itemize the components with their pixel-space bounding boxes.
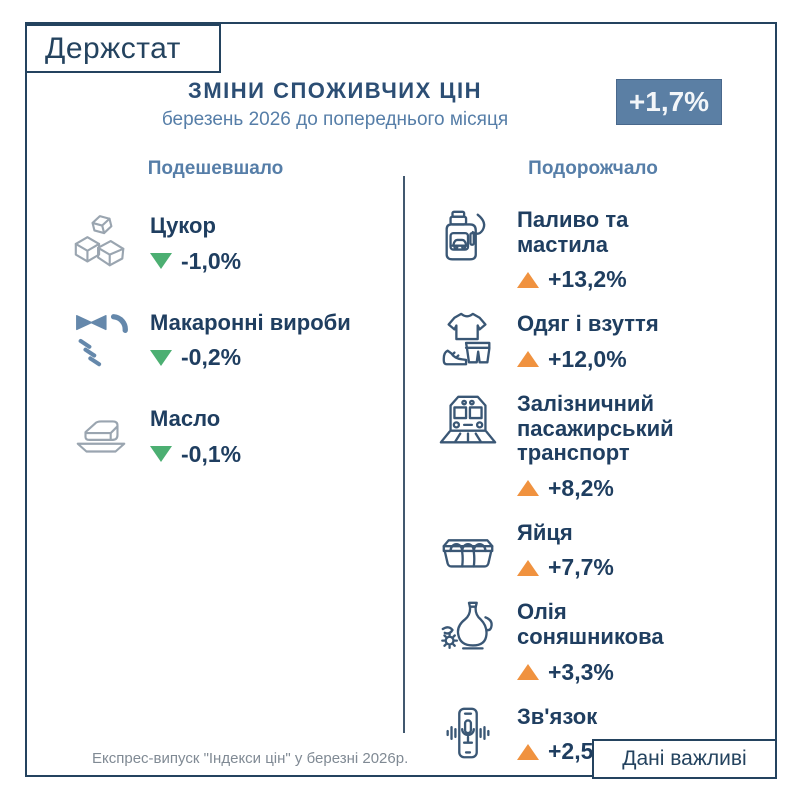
header: ЗМІНИ СПОЖИВЧИХ ЦІН березень 2026 до поп… xyxy=(70,78,600,131)
item-value: +8,2% xyxy=(548,474,614,501)
pricier-items: Паливо та мастила +13,2% xyxy=(423,206,763,765)
item-value: +3,3% xyxy=(548,658,614,685)
train-icon xyxy=(437,390,499,452)
up-triangle-icon xyxy=(517,559,539,576)
pricier-heading: Подорожчало xyxy=(528,158,658,179)
page-subtitle: березень 2026 до попереднього місяця xyxy=(161,109,509,130)
item-value: -0,1% xyxy=(181,440,242,467)
item-label: Яйця xyxy=(517,519,573,545)
page-title: ЗМІНИ СПОЖИВЧИХ ЦІН xyxy=(188,78,482,103)
item-label: Макаронні вироби xyxy=(150,309,351,335)
up-triangle-icon xyxy=(517,743,539,760)
item-value: +13,2% xyxy=(548,266,627,293)
infographic-frame xyxy=(25,22,777,777)
down-triangle-icon xyxy=(150,253,172,270)
sunflower-oil-icon xyxy=(437,598,499,660)
down-triangle-icon xyxy=(150,349,172,366)
list-item: Масло -0,1% xyxy=(70,405,383,468)
item-label: Паливо та мастила xyxy=(517,207,629,257)
list-item: Яйця +7,7% xyxy=(437,519,763,582)
cheaper-heading: Подешевшало xyxy=(147,158,284,179)
item-value: -1,0% xyxy=(181,247,242,274)
item-label: Одяг і взуття xyxy=(517,311,659,337)
pasta-icon xyxy=(70,309,132,371)
list-item: Цукор -1,0% xyxy=(70,212,383,275)
clothing-shoes-icon xyxy=(437,310,499,372)
footer-note: Експрес-випуск "Індекси цін" у березні 2… xyxy=(92,750,409,767)
up-triangle-icon xyxy=(517,480,539,497)
fuel-oil-icon xyxy=(437,206,499,268)
up-triangle-icon xyxy=(517,351,539,368)
list-item: Зв'язок +2,5% xyxy=(437,703,763,766)
list-item: Паливо та мастила +13,2% xyxy=(437,206,763,293)
list-item: Макаронні вироби -0,2% xyxy=(70,309,383,372)
item-value: +12,0% xyxy=(548,345,627,372)
data-matters-label: Дані важливі xyxy=(622,747,747,770)
cheaper-items: Цукор -1,0% Макаронні вироби xyxy=(48,212,383,468)
column-divider xyxy=(403,176,405,733)
list-item: Одяг і взуття +12,0% xyxy=(437,310,763,373)
overall-change-value: +1,7% xyxy=(628,86,710,117)
item-label: Зв'язок xyxy=(517,703,598,729)
pricier-column: Подорожчало xyxy=(423,158,763,765)
up-triangle-icon xyxy=(517,664,539,681)
list-item: Олія соняшникова +3,3% xyxy=(437,598,763,685)
item-label: Цукор xyxy=(150,213,216,238)
up-triangle-icon xyxy=(517,271,539,288)
communication-icon xyxy=(437,703,499,765)
down-triangle-icon xyxy=(150,446,172,463)
list-item: Залізничний пасажирський транспорт +8,2% xyxy=(437,390,763,502)
item-value: +7,7% xyxy=(548,554,614,581)
item-value: -0,2% xyxy=(181,344,242,371)
item-label: Залізничний пасажирський транспорт xyxy=(517,390,674,466)
item-label: Масло xyxy=(150,406,221,432)
data-matters-badge: Дані важливі xyxy=(592,739,777,779)
butter-icon xyxy=(70,405,132,467)
cheaper-column: Подешевшало Цу xyxy=(48,158,383,468)
item-label: Олія соняшникова xyxy=(517,599,664,649)
logo-text: Держстат xyxy=(45,31,181,65)
eggs-icon xyxy=(437,519,499,581)
sugar-cubes-icon xyxy=(70,212,132,274)
derzhstat-logo: Держстат xyxy=(25,24,221,73)
overall-change-badge: +1,7% xyxy=(616,79,722,125)
